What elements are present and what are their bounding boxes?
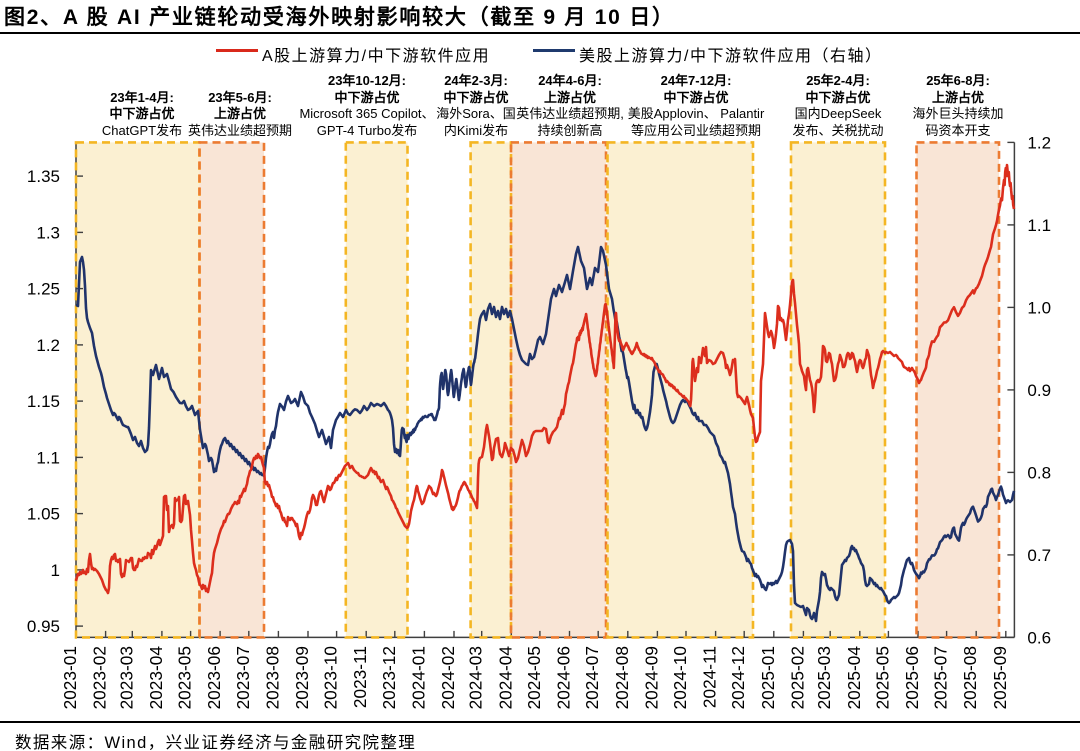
svg-text:2024-09: 2024-09 (641, 646, 661, 709)
svg-text:1.2: 1.2 (36, 336, 60, 355)
svg-text:2024-12: 2024-12 (728, 646, 748, 709)
svg-text:2025-04: 2025-04 (844, 646, 864, 710)
svg-text:2023-09: 2023-09 (292, 646, 312, 709)
svg-text:2023-10: 2023-10 (321, 646, 341, 709)
svg-text:2023-12: 2023-12 (379, 646, 399, 709)
svg-text:2025-07: 2025-07 (931, 646, 951, 709)
svg-text:2024-04: 2024-04 (495, 646, 515, 710)
svg-text:1.25: 1.25 (27, 280, 60, 299)
svg-text:2024-11: 2024-11 (700, 646, 720, 708)
svg-text:0.9: 0.9 (1027, 381, 1051, 400)
svg-text:2023-01: 2023-01 (60, 646, 80, 709)
svg-text:2025-01: 2025-01 (758, 646, 778, 709)
svg-text:1.15: 1.15 (27, 392, 60, 411)
svg-text:2023-06: 2023-06 (204, 646, 224, 709)
svg-text:1.05: 1.05 (27, 505, 60, 524)
svg-text:0.8: 0.8 (1027, 463, 1051, 482)
svg-text:1.1: 1.1 (36, 448, 60, 467)
svg-text:2023-03: 2023-03 (116, 646, 136, 709)
svg-text:2023-04: 2023-04 (146, 646, 166, 710)
svg-text:2025-05: 2025-05 (872, 646, 892, 709)
svg-text:2024-01: 2024-01 (408, 646, 428, 709)
svg-text:2025-02: 2025-02 (787, 646, 807, 709)
svg-text:0.6: 0.6 (1027, 628, 1051, 647)
svg-text:0.7: 0.7 (1027, 546, 1051, 565)
svg-text:2023-08: 2023-08 (262, 646, 282, 709)
svg-text:2023-07: 2023-07 (233, 646, 253, 709)
svg-text:2023-02: 2023-02 (90, 646, 110, 709)
svg-text:1.2: 1.2 (1027, 133, 1051, 152)
svg-text:2024-06: 2024-06 (554, 646, 574, 709)
svg-text:1: 1 (51, 561, 60, 580)
svg-text:2023-05: 2023-05 (175, 646, 195, 709)
svg-text:2024-07: 2024-07 (582, 646, 602, 709)
svg-text:1.1: 1.1 (1027, 216, 1051, 235)
svg-text:1.3: 1.3 (36, 223, 60, 242)
svg-text:1.0: 1.0 (1027, 298, 1051, 317)
svg-text:2025-06: 2025-06 (902, 646, 922, 709)
svg-text:2024-03: 2024-03 (466, 646, 486, 709)
svg-text:2024-10: 2024-10 (670, 646, 690, 709)
svg-text:2025-08: 2025-08 (960, 646, 980, 709)
svg-text:1.35: 1.35 (27, 167, 60, 186)
svg-text:2023-11: 2023-11 (350, 646, 370, 708)
svg-text:2024-05: 2024-05 (524, 646, 544, 709)
svg-text:2025-09: 2025-09 (990, 646, 1010, 709)
svg-text:2025-03: 2025-03 (814, 646, 834, 709)
svg-text:0.95: 0.95 (27, 617, 60, 636)
svg-text:2024-08: 2024-08 (612, 646, 632, 709)
svg-text:2024-02: 2024-02 (438, 646, 458, 709)
